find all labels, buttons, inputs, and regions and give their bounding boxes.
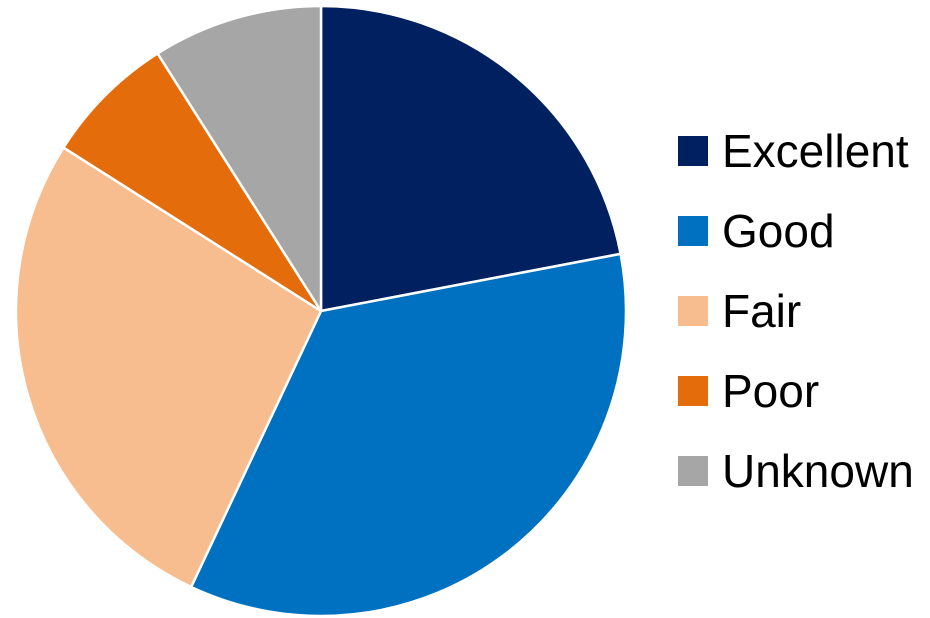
pie-slice-excellent	[319, 4, 622, 313]
legend-swatch-good	[678, 216, 708, 246]
pie-slices	[14, 4, 628, 618]
legend-swatch-unknown	[678, 456, 708, 486]
legend-swatch-fair	[678, 296, 708, 326]
legend-item-excellent: Excellent	[678, 125, 909, 177]
legend-label-excellent: Excellent	[722, 125, 909, 177]
pie-slice-good	[189, 252, 628, 618]
legend-swatch-poor	[678, 376, 708, 406]
legend-label-unknown: Unknown	[722, 445, 914, 497]
legend-item-unknown: Unknown	[678, 445, 914, 497]
pie-slice-fair	[14, 146, 323, 589]
legend-swatch-excellent	[678, 136, 708, 166]
legend-item-poor: Poor	[678, 365, 819, 417]
legend-label-good: Good	[722, 205, 835, 257]
legend-label-poor: Poor	[722, 365, 819, 417]
pie-slice-unknown	[156, 4, 323, 313]
legend-label-fair: Fair	[722, 285, 801, 337]
legend: Excellent Good Fair Poor Unknown	[678, 125, 914, 497]
legend-item-good: Good	[678, 205, 835, 257]
pie-slice-poor	[62, 52, 323, 313]
legend-item-fair: Fair	[678, 285, 801, 337]
